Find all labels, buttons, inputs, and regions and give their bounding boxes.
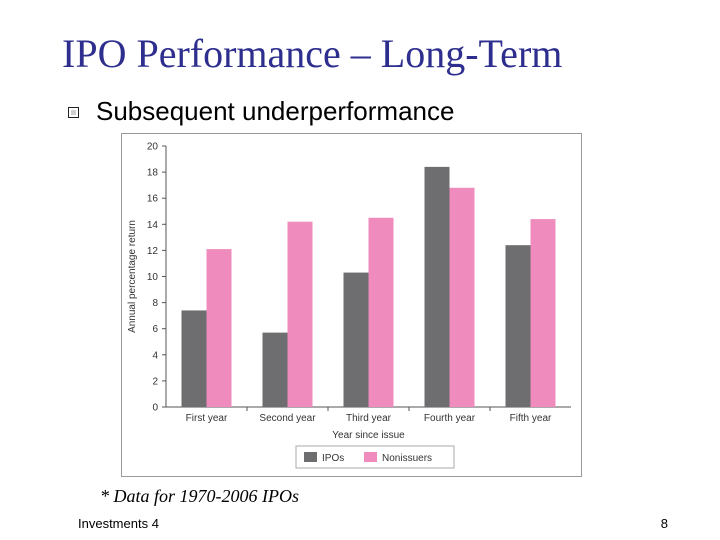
x-tick-label: Third year [346, 413, 392, 424]
legend-label-nonissuers: Nonissuers [382, 453, 432, 464]
y-tick-label: 14 [147, 220, 159, 231]
bar-nonissuers-1 [206, 249, 232, 407]
bar-ipos-4 [424, 166, 450, 407]
y-tick-label: 16 [147, 194, 159, 205]
bar-chart: 0 2 4 6 8 10 12 14 16 18 20 First year Second year Th… [127, 142, 571, 469]
y-axis-title: Annual percentage return [127, 220, 138, 333]
x-tick-label: Second year [259, 413, 316, 424]
data-note: * Data for 1970-2006 IPOs [100, 486, 299, 506]
footer-course-label: Investments 4 [78, 516, 159, 531]
bar-nonissuers-5 [530, 219, 556, 407]
slide-title: IPO Performance – Long-Term [62, 31, 563, 76]
y-tick-label: 18 [147, 168, 159, 179]
y-tick-label: 12 [147, 246, 159, 257]
legend-label-ipos: IPOs [322, 453, 344, 464]
bar-ipos-2 [262, 332, 288, 407]
bar-ipos-5 [505, 245, 531, 407]
chart-frame: 0 2 4 6 8 10 12 14 16 18 20 First year Second year Th… [121, 133, 582, 477]
bar-ipos-3 [343, 272, 369, 407]
bar-nonissuers-3 [368, 217, 394, 407]
x-tick-label: Fourth year [424, 413, 476, 424]
bar-ipos-1 [181, 310, 207, 407]
x-tick-label: First year [186, 413, 228, 424]
square-bullet-icon [68, 107, 79, 118]
y-tick-label: 0 [152, 403, 158, 414]
x-tick-label: Fifth year [510, 413, 552, 424]
bar-nonissuers-2 [287, 221, 313, 407]
bar-nonissuers-4 [449, 187, 475, 407]
y-tick-label: 20 [147, 142, 159, 153]
y-tick-label: 2 [152, 376, 158, 387]
legend-swatch-ipos [304, 452, 317, 462]
x-axis-title: Year since issue [332, 430, 405, 441]
legend-swatch-nonissuers [364, 452, 377, 462]
y-tick-label: 4 [152, 350, 158, 361]
bullet-text: Subsequent underperformance [96, 96, 455, 126]
y-tick-label: 6 [152, 324, 158, 335]
y-tick-label: 8 [152, 298, 158, 309]
page-number: 8 [660, 516, 668, 531]
y-tick-label: 10 [147, 272, 159, 283]
